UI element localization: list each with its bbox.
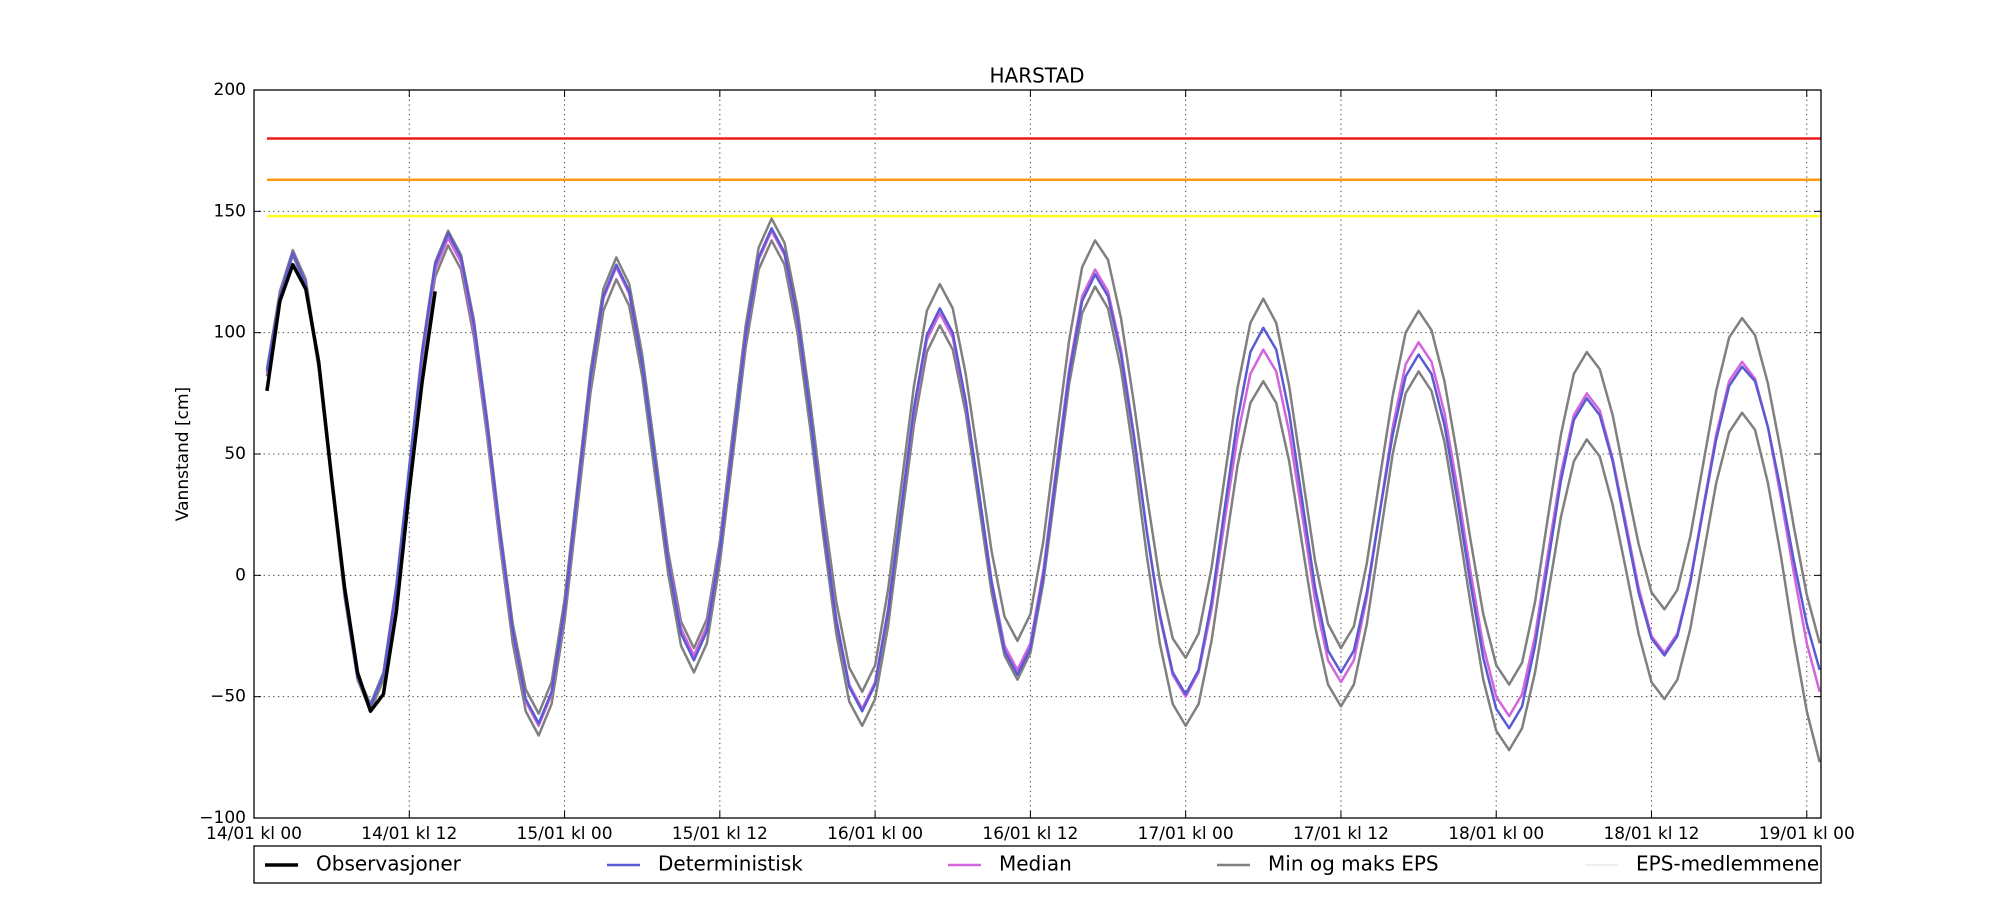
- x-tick-label: 19/01 kl 00: [1759, 824, 1855, 844]
- legend-label: Min og maks EPS: [1268, 852, 1439, 876]
- x-tick-label: 17/01 kl 00: [1138, 824, 1234, 844]
- legend-box: [253, 845, 1822, 884]
- plot-frame: [253, 89, 1822, 819]
- series-line: [265, 217, 1821, 715]
- y-tick-label: −100: [199, 808, 246, 828]
- x-tick-label: 18/01 kl 00: [1448, 824, 1544, 844]
- series-line: [265, 227, 1821, 730]
- legend-label: EPS-medlemmene: [1636, 852, 1819, 876]
- series-line: [265, 262, 437, 713]
- y-tick-label: 200: [214, 80, 246, 100]
- x-tick-label: 15/01 kl 12: [672, 824, 768, 844]
- plot-data: [265, 137, 1821, 763]
- x-tick-label: 16/01 kl 12: [982, 824, 1078, 844]
- x-tick-label: 15/01 kl 00: [517, 824, 613, 844]
- legend-label: Observasjoner: [316, 852, 462, 876]
- y-axis-label: Vannstand [cm]: [173, 387, 193, 521]
- series-line: [265, 239, 1821, 763]
- x-tick-label: 17/01 kl 12: [1293, 824, 1389, 844]
- y-tick-label: 150: [214, 201, 246, 221]
- legend-label: Deterministisk: [658, 852, 803, 876]
- x-tick-label: 14/01 kl 00: [206, 824, 302, 844]
- x-tick-label: 14/01 kl 12: [361, 824, 457, 844]
- y-tick-label: 0: [235, 565, 246, 585]
- y-tick-label: 50: [224, 444, 246, 464]
- x-tick-label: 16/01 kl 00: [827, 824, 923, 844]
- chart-title: HARSTAD: [989, 64, 1084, 88]
- x-tick-label: 18/01 kl 12: [1603, 824, 1699, 844]
- legend: Observasjoner Deterministisk Median Min og …: [265, 852, 1819, 876]
- y-tick-label: 100: [214, 323, 246, 343]
- legend-label: Median: [999, 852, 1072, 876]
- y-tick-label: −50: [210, 687, 246, 707]
